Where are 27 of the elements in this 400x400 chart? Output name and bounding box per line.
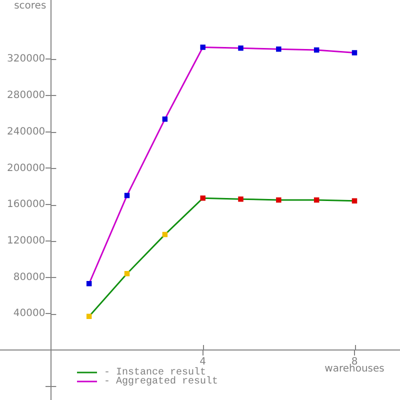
point xyxy=(314,47,320,53)
y-axis-title: scores xyxy=(14,0,46,12)
point xyxy=(238,196,244,202)
y-tick-label: 160000 xyxy=(6,199,46,210)
x-tick-label: 4 xyxy=(200,356,206,368)
point xyxy=(124,271,130,276)
point xyxy=(238,46,244,51)
point xyxy=(200,196,206,201)
x-axis-title: warehouses xyxy=(324,364,384,375)
y-tick-label: 240000 xyxy=(6,126,46,138)
point xyxy=(86,314,92,319)
y-tick-label: 320000 xyxy=(6,54,46,65)
y-tick-label: 120000 xyxy=(6,236,46,247)
point xyxy=(314,197,320,203)
point xyxy=(124,192,130,198)
point xyxy=(276,46,282,52)
point xyxy=(352,198,358,204)
point xyxy=(200,44,206,50)
y-tick-label: 280000 xyxy=(6,90,46,102)
point xyxy=(86,281,92,286)
y-tick-label: 200000 xyxy=(6,162,46,174)
point xyxy=(162,232,168,238)
y-tick-label: 40000 xyxy=(13,308,46,320)
point xyxy=(276,197,282,203)
point xyxy=(162,116,168,122)
point xyxy=(352,50,358,56)
y-tick-label: 80000 xyxy=(13,272,46,283)
